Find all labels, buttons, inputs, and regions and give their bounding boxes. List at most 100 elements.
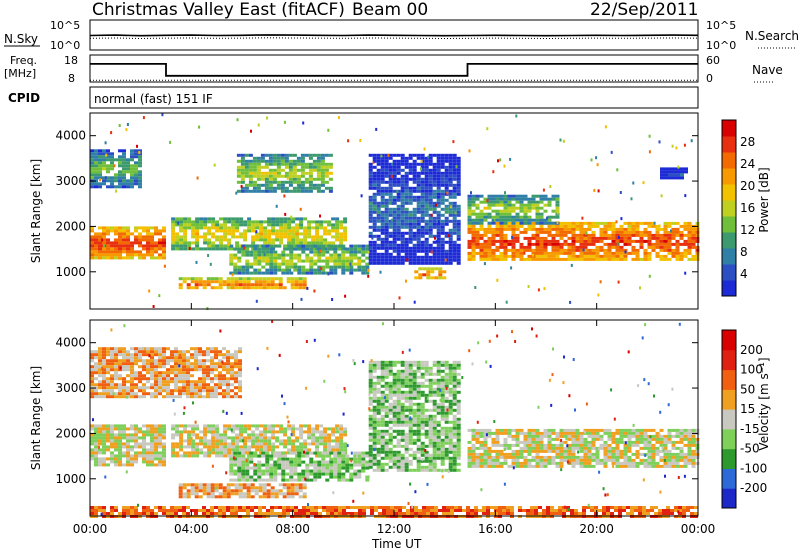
colorbar-segment: [722, 152, 736, 169]
heatmap-cell: [384, 165, 389, 169]
heatmap-cell: [259, 433, 264, 437]
heatmap-cell: [288, 180, 293, 184]
heatmap-cell: [267, 427, 272, 431]
heatmap-cell: [325, 259, 330, 263]
heatmap-cell: [475, 239, 480, 243]
heatmap-cell: [430, 276, 435, 280]
heatmap-cell: [400, 198, 405, 202]
freq-left-unit: [MHz]: [4, 67, 36, 80]
heatmap-cell: [287, 448, 292, 452]
heatmap-cell: [233, 454, 238, 458]
heatmap-cell: [142, 395, 146, 399]
heatmap-cell: [388, 171, 393, 175]
heatmap-cell: [291, 424, 296, 428]
heatmap-cell: [114, 256, 118, 260]
heatmap-cell: [440, 243, 445, 247]
noise-left-tick-top: 10^5: [50, 19, 80, 32]
heatmap-cell: [90, 436, 94, 440]
heatmap-cell: [235, 445, 240, 449]
heatmap-cell: [282, 495, 287, 499]
heatmap-speckle: [250, 129, 252, 133]
heatmap-cell: [241, 268, 246, 272]
heatmap-cell: [635, 233, 640, 237]
heatmap-cell: [150, 238, 154, 242]
heatmap-cell: [676, 176, 680, 180]
heatmap-cell: [511, 209, 516, 213]
heatmap-cell: [388, 165, 393, 169]
heatmap-cell: [426, 270, 431, 274]
heatmap-cell: [380, 390, 385, 394]
heatmap-cell: [412, 261, 417, 265]
heatmap-cell: [279, 232, 284, 236]
heatmap-cell: [162, 226, 166, 230]
heatmap-cell: [298, 495, 303, 499]
heatmap-speckle: [380, 154, 383, 158]
heatmap-cell: [527, 227, 532, 231]
noise-left-tick-bottom: 10^0: [50, 39, 80, 52]
heatmap-cell: [335, 238, 340, 242]
heatmap-cell: [98, 170, 102, 174]
heatmap-cell: [277, 253, 282, 257]
heatmap-cell: [372, 219, 377, 223]
heatmap-cell: [244, 168, 249, 172]
heatmap-cell: [384, 225, 389, 229]
heatmap-cell: [247, 433, 252, 437]
heatmap-cell: [319, 430, 324, 434]
heatmap-cell: [252, 189, 257, 193]
heatmap-cell: [424, 252, 429, 256]
heatmap-cell: [244, 165, 249, 169]
heatmap-cell: [94, 433, 98, 437]
heatmap-cell: [126, 353, 130, 357]
heatmap-cell: [183, 424, 188, 428]
heatmap-cell: [404, 186, 409, 190]
heatmap-cell: [444, 156, 449, 160]
heatmap-speckle: [284, 212, 287, 216]
heatmap-cell: [671, 227, 676, 231]
heatmap-cell: [218, 383, 222, 387]
heatmap-cell: [240, 174, 245, 178]
heatmap-cell: [238, 368, 242, 372]
heatmap-cell: [535, 242, 540, 246]
heatmap-speckle: [449, 205, 452, 209]
heatmap-cell: [452, 189, 457, 193]
heatmap-cell: [384, 162, 389, 166]
heatmap-cell: [260, 189, 265, 193]
heatmap-cell: [162, 424, 166, 428]
heatmap-cell: [263, 445, 268, 449]
heatmap-cell: [353, 244, 358, 248]
heatmap-cell: [555, 248, 560, 252]
heatmap-cell: [284, 189, 289, 193]
heatmap-cell: [372, 399, 377, 403]
heatmap-cell: [110, 253, 114, 257]
heatmap-cell: [179, 445, 184, 449]
heatmap-cell: [452, 165, 457, 169]
heatmap-cell: [388, 195, 393, 199]
heatmap-cell: [408, 168, 413, 172]
heatmap-cell: [507, 215, 512, 219]
heatmap-cell: [183, 235, 188, 239]
heatmap-cell: [273, 466, 278, 470]
heatmap-cell: [349, 463, 354, 467]
heatmap-cell: [416, 249, 421, 253]
heatmap-cell: [416, 177, 421, 181]
heatmap-cell: [263, 238, 268, 242]
heatmap-cell: [195, 454, 200, 458]
heatmap-cell: [380, 231, 385, 235]
heatmap-cell: [251, 424, 256, 428]
heatmap-cell: [179, 442, 184, 446]
heatmap-cell: [215, 244, 220, 248]
heatmap-cell: [146, 226, 150, 230]
heatmap-cell: [262, 286, 267, 290]
heatmap-cell: [368, 462, 373, 466]
heatmap-cell: [130, 182, 134, 186]
heatmap-cell: [388, 246, 393, 250]
heatmap-cell: [264, 174, 269, 178]
heatmap-cell: [531, 236, 536, 240]
heatmap-cell: [343, 427, 348, 431]
heatmap-cell: [150, 374, 154, 378]
heatmap-cell: [372, 423, 377, 427]
heatmap-cell: [266, 492, 271, 496]
heatmap-cell: [102, 386, 106, 390]
heatmap-cell: [118, 182, 122, 186]
heatmap-cell: [240, 168, 245, 172]
